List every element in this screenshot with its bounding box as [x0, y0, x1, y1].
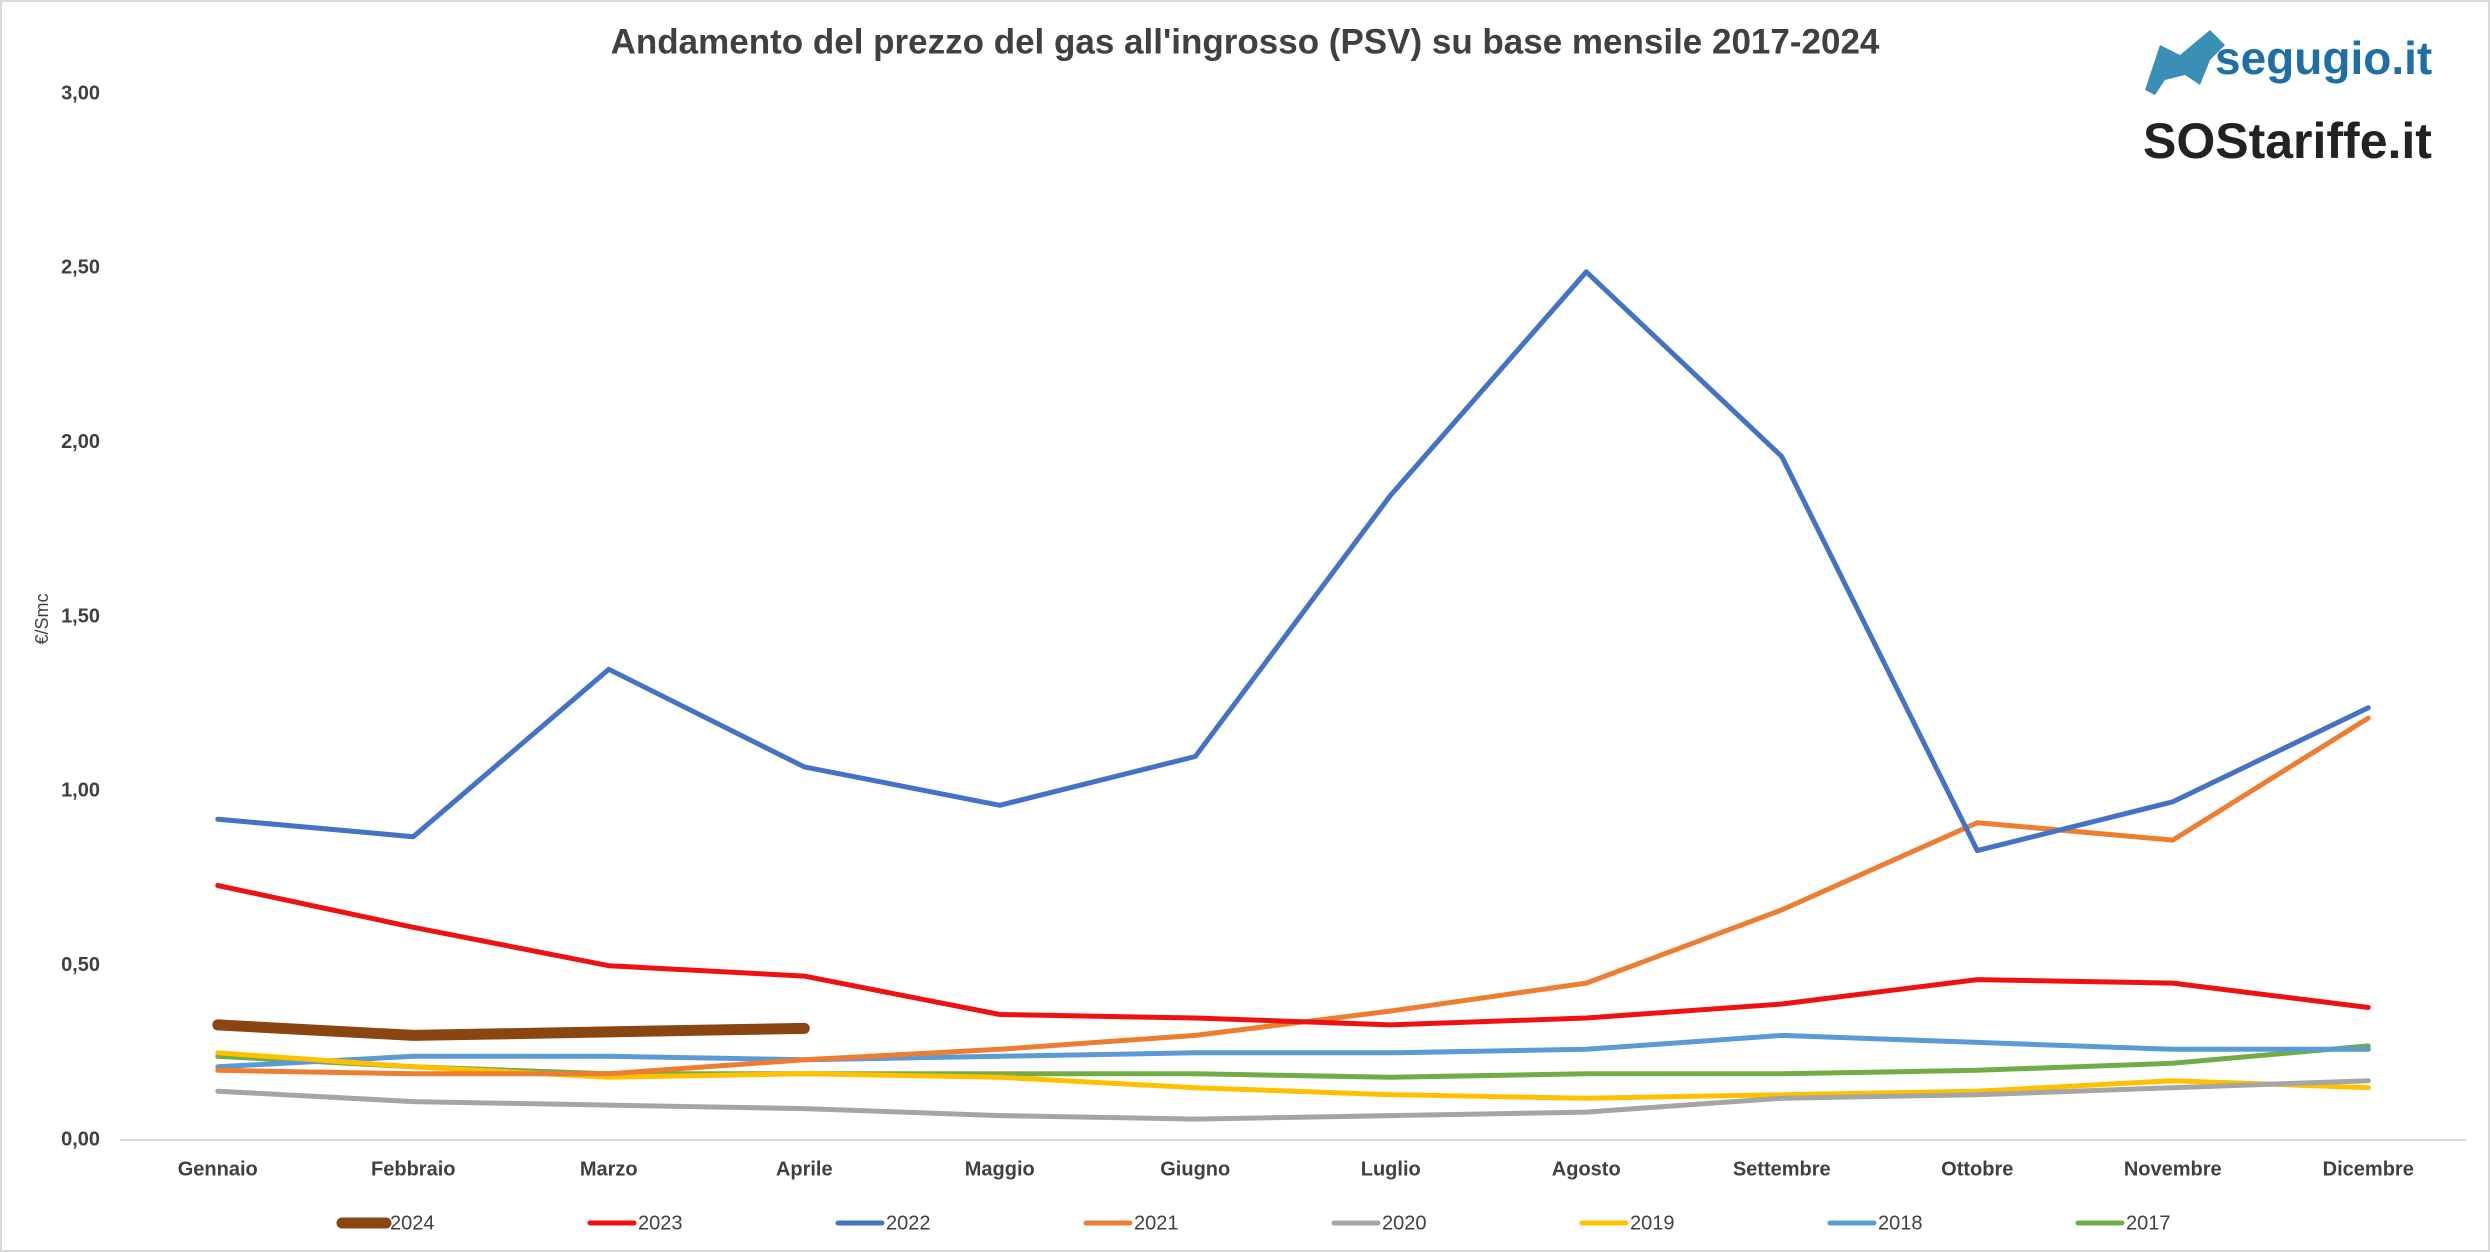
series-line	[215, 883, 2371, 1028]
y-tick-label: 0,00	[61, 1128, 100, 1150]
x-tick-label: Gennaio	[178, 1158, 258, 1180]
logo-segugio: segugio.it	[2145, 30, 2432, 95]
logo-dog	[2145, 30, 2225, 95]
chart-title: Andamento del prezzo del gas all'ingross…	[611, 22, 1880, 61]
legend-label: 2022	[886, 1212, 931, 1234]
x-tick-label: Luglio	[1361, 1158, 1421, 1180]
legend-label: 2017	[2126, 1212, 2171, 1234]
y-axis-label: €/Smc	[32, 593, 52, 644]
x-tick-label: Marzo	[580, 1158, 638, 1180]
series-line	[215, 1078, 2371, 1122]
series-line	[212, 1019, 810, 1041]
x-tick-label: Dicembre	[2323, 1158, 2414, 1180]
y-tick-label: 2,50	[61, 257, 100, 279]
y-tick-label: 1,00	[61, 780, 100, 802]
legend-label: 2019	[1630, 1212, 1675, 1234]
logo-text: segugio.it	[2215, 32, 2432, 84]
legend-label: 2021	[1134, 1212, 1179, 1234]
series-line	[215, 269, 2371, 854]
y-tick-label: 3,00	[61, 82, 100, 104]
y-tick-label: 1,50	[61, 605, 100, 627]
x-tick-label: Aprile	[776, 1158, 833, 1180]
x-tick-label: Maggio	[965, 1158, 1035, 1180]
legend-label: 2024	[390, 1212, 435, 1234]
logo-sostariffe: SOStariffe.it	[2143, 113, 2432, 169]
x-tick-label: Settembre	[1733, 1158, 1831, 1180]
x-tick-label: Giugno	[1160, 1158, 1230, 1180]
series-line	[215, 1032, 2371, 1070]
x-tick-label: Novembre	[2124, 1158, 2222, 1180]
legend-label: 2023	[638, 1212, 683, 1234]
x-tick-label: Ottobre	[1941, 1158, 2013, 1180]
x-tick-label: Agosto	[1552, 1158, 1621, 1180]
y-tick-label: 2,00	[61, 431, 100, 453]
legend-label: 2020	[1382, 1212, 1427, 1234]
legend-label: 2018	[1878, 1212, 1923, 1234]
x-tick-label: Febbraio	[371, 1158, 455, 1180]
y-tick-label: 0,50	[61, 954, 100, 976]
